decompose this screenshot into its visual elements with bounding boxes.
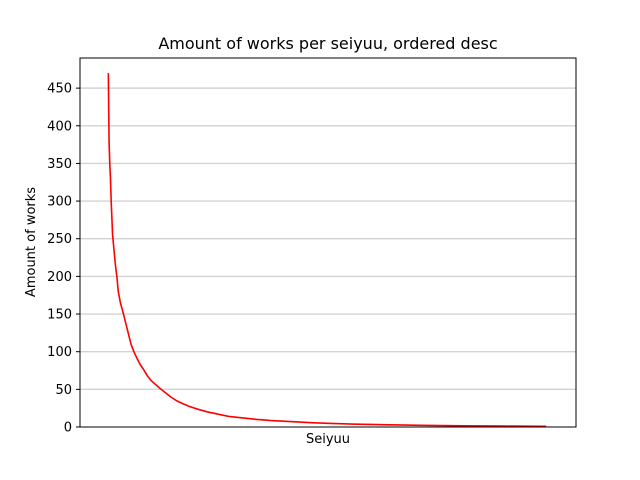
x-axis-label: Seiyuu (306, 432, 350, 447)
series-group (107, 73, 547, 428)
y-tick-label: 250 (47, 232, 72, 247)
y-tick-label: 200 (47, 270, 72, 285)
y-gridlines (80, 87, 576, 391)
y-tick-label: 50 (55, 383, 72, 398)
y-tick-label: 100 (47, 345, 72, 360)
y-tick-label: 400 (47, 119, 72, 134)
plot-frame (79, 57, 577, 428)
y-tick-label: 0 (64, 421, 72, 436)
y-tick-label: 150 (47, 308, 72, 323)
chart-title: Amount of works per seiyuu, ordered desc (158, 34, 497, 53)
y-tick-label: 300 (47, 195, 72, 210)
series-line (107, 73, 547, 428)
y-tick-label: 350 (47, 157, 72, 172)
y-axis-ticks: 0 50 100 150 200 250 300 350 400 450 (47, 82, 80, 436)
y-axis-label: Amount of works (24, 187, 39, 297)
y-tick-label: 450 (47, 82, 72, 97)
